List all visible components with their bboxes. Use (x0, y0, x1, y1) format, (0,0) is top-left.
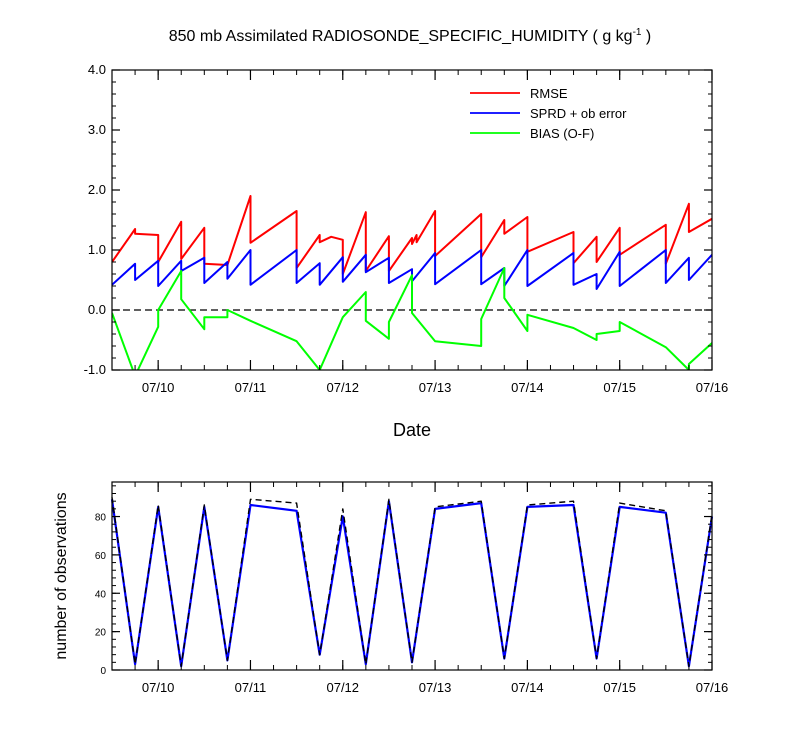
x-tick-label: 07/14 (511, 380, 544, 395)
y-tick-label: 1.0 (88, 242, 106, 257)
series-line-rmse (112, 195, 712, 275)
y-tick-label: 80 (95, 513, 107, 524)
bottom-plot-panel: 0 20 40 60 80 07/10 07/11 07/12 07/13 07/14 07/15 0… (95, 481, 729, 695)
bottom-plot-frame (111, 481, 713, 671)
legend-label: RMSE (530, 86, 568, 101)
x-tick-label: 07/10 (142, 380, 175, 395)
legend-label: BIAS (O-F) (530, 126, 594, 141)
y-tick-label: 3.0 (88, 122, 106, 137)
x-tick-label: 07/12 (326, 680, 359, 695)
y-tick-label: 20 (95, 628, 107, 639)
chart-title: 850 mb Assimilated RADIOSONDE_SPECIFIC_H… (169, 27, 652, 45)
x-tick-label: 07/14 (511, 680, 544, 695)
x-tick-label: 07/15 (603, 680, 636, 695)
series-line-sprd-ob-error (112, 249, 712, 290)
x-tick-label: 07/11 (235, 680, 267, 695)
legend: RMSE SPRD + ob error BIAS (O-F) (470, 86, 627, 141)
y-tick-label: -1.0 (84, 362, 106, 377)
y-axis-label-observations: number of observations (53, 492, 70, 659)
y-tick-label: 60 (95, 551, 107, 562)
series-line-bias-o-f (112, 267, 712, 370)
x-tick-label: 07/16 (696, 680, 729, 695)
x-axis-label: Date (393, 420, 431, 440)
x-tick-label: 07/13 (419, 380, 452, 395)
x-tick-label: 07/10 (142, 680, 175, 695)
y-tick-label: 4.0 (88, 62, 106, 77)
y-tick-label: 0 (100, 666, 106, 677)
x-tick-label: 07/12 (326, 380, 359, 395)
y-tick-label: 2.0 (88, 182, 106, 197)
x-tick-label: 07/11 (235, 380, 267, 395)
y-tick-label: 40 (95, 589, 107, 600)
x-tick-label: 07/16 (696, 380, 729, 395)
obs-possible-line (111, 497, 713, 667)
legend-label: SPRD + ob error (530, 106, 627, 121)
x-tick-label: 07/13 (419, 680, 452, 695)
top-plot-panel: -1.0 0.0 1.0 2.0 3.0 4.0 07/10 07/11 07/12 07/13 0… (84, 62, 729, 395)
y-tick-label: 0.0 (88, 302, 106, 317)
x-tick-label: 07/15 (603, 380, 636, 395)
